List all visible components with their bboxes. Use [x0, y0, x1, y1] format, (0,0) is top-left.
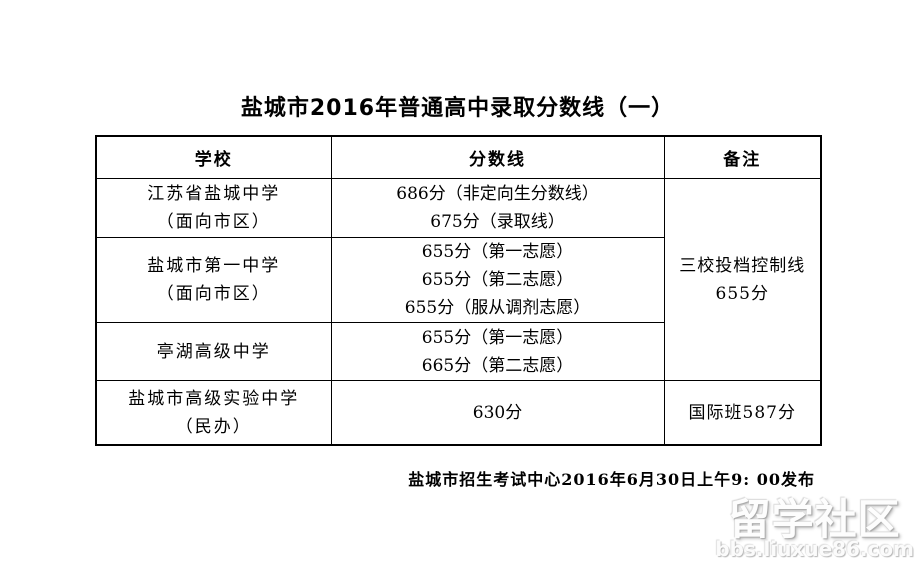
table-row: 盐城市高级实验中学 （民办） 630分 国际班587分 [95, 380, 822, 446]
publisher-timestamp: 盐城市招生考试中心2016年6月30日上午9: 00发布 [408, 470, 815, 489]
score-line-cell: 686分（非定向生分数线） 675分（录取线） [330, 178, 665, 238]
remark-line: 国际班587分 [688, 402, 796, 423]
school-name-line: 江苏省盐城中学 [147, 184, 281, 204]
school-scope-line: （面向市区） [156, 212, 271, 232]
school-scope-line: （面向市区） [156, 284, 271, 304]
score-line: 655分（第一志愿） [421, 327, 574, 348]
remark-cell: 国际班587分 [663, 380, 822, 446]
page-title: 盐城市2016年普通高中录取分数线（一） [240, 96, 675, 121]
school-name-cell: 亭湖高级中学 [95, 322, 332, 381]
school-name-line: 盐城市第一中学 [147, 256, 281, 276]
table-row: 盐城市第一中学 （面向市区） 655分（第一志愿） 655分（第二志愿） 655… [95, 237, 821, 323]
score-line: 655分（第一志愿） [421, 242, 574, 262]
score-line: 655分（服从调剂志愿） [404, 298, 591, 318]
score-line-cell: 655分（第一志愿） 665分（第二志愿） [330, 322, 665, 381]
school-name-cell: 盐城市高级实验中学 （民办） [95, 380, 332, 446]
admission-score-table: 学校 分数线 备注 江苏省盐城中学 （面向市区） 686分（非定向生分数线） 6… [95, 135, 822, 446]
remark-line: 三校投档控制线 [679, 255, 806, 276]
score-line: 675分（录取线） [430, 212, 565, 232]
merged-remark-cell: 三校投档控制线 655分 [663, 178, 822, 381]
score-line: 665分（第二志愿） [421, 355, 574, 376]
school-name-cell: 盐城市第一中学 （面向市区） [95, 237, 332, 323]
score-line-cell: 655分（第一志愿） 655分（第二志愿） 655分（服从调剂志愿） [330, 237, 665, 323]
column-header-remark: 备注 [663, 135, 822, 179]
school-name-cell: 江苏省盐城中学 （面向市区） [95, 178, 332, 238]
table-header-row: 学校 分数线 备注 [95, 135, 822, 179]
table-row: 亭湖高级中学 655分（第一志愿） 665分（第二志愿） [95, 322, 821, 381]
column-header-score-line: 分数线 [330, 135, 665, 179]
school-name-line: 盐城市高级实验中学 [128, 388, 300, 409]
score-line: 686分（非定向生分数线） [396, 184, 599, 204]
remark-line: 655分 [715, 283, 769, 304]
watermark-url-text: bbs.liuxue86.com [715, 537, 914, 561]
score-line: 630分 [472, 402, 523, 423]
table-row: 江苏省盐城中学 （面向市区） 686分（非定向生分数线） 675分（录取线） 三… [95, 178, 822, 381]
score-line: 655分（第二志愿） [421, 270, 574, 290]
site-watermark: 留学社区 bbs.liuxue86.com [715, 495, 914, 561]
watermark-logo-text: 留学社区 [728, 495, 901, 544]
score-line-cell: 630分 [330, 380, 665, 446]
school-scope-line: （民办） [175, 416, 252, 437]
school-name-line: 亭湖高级中学 [156, 341, 271, 362]
column-header-school: 学校 [95, 135, 332, 179]
